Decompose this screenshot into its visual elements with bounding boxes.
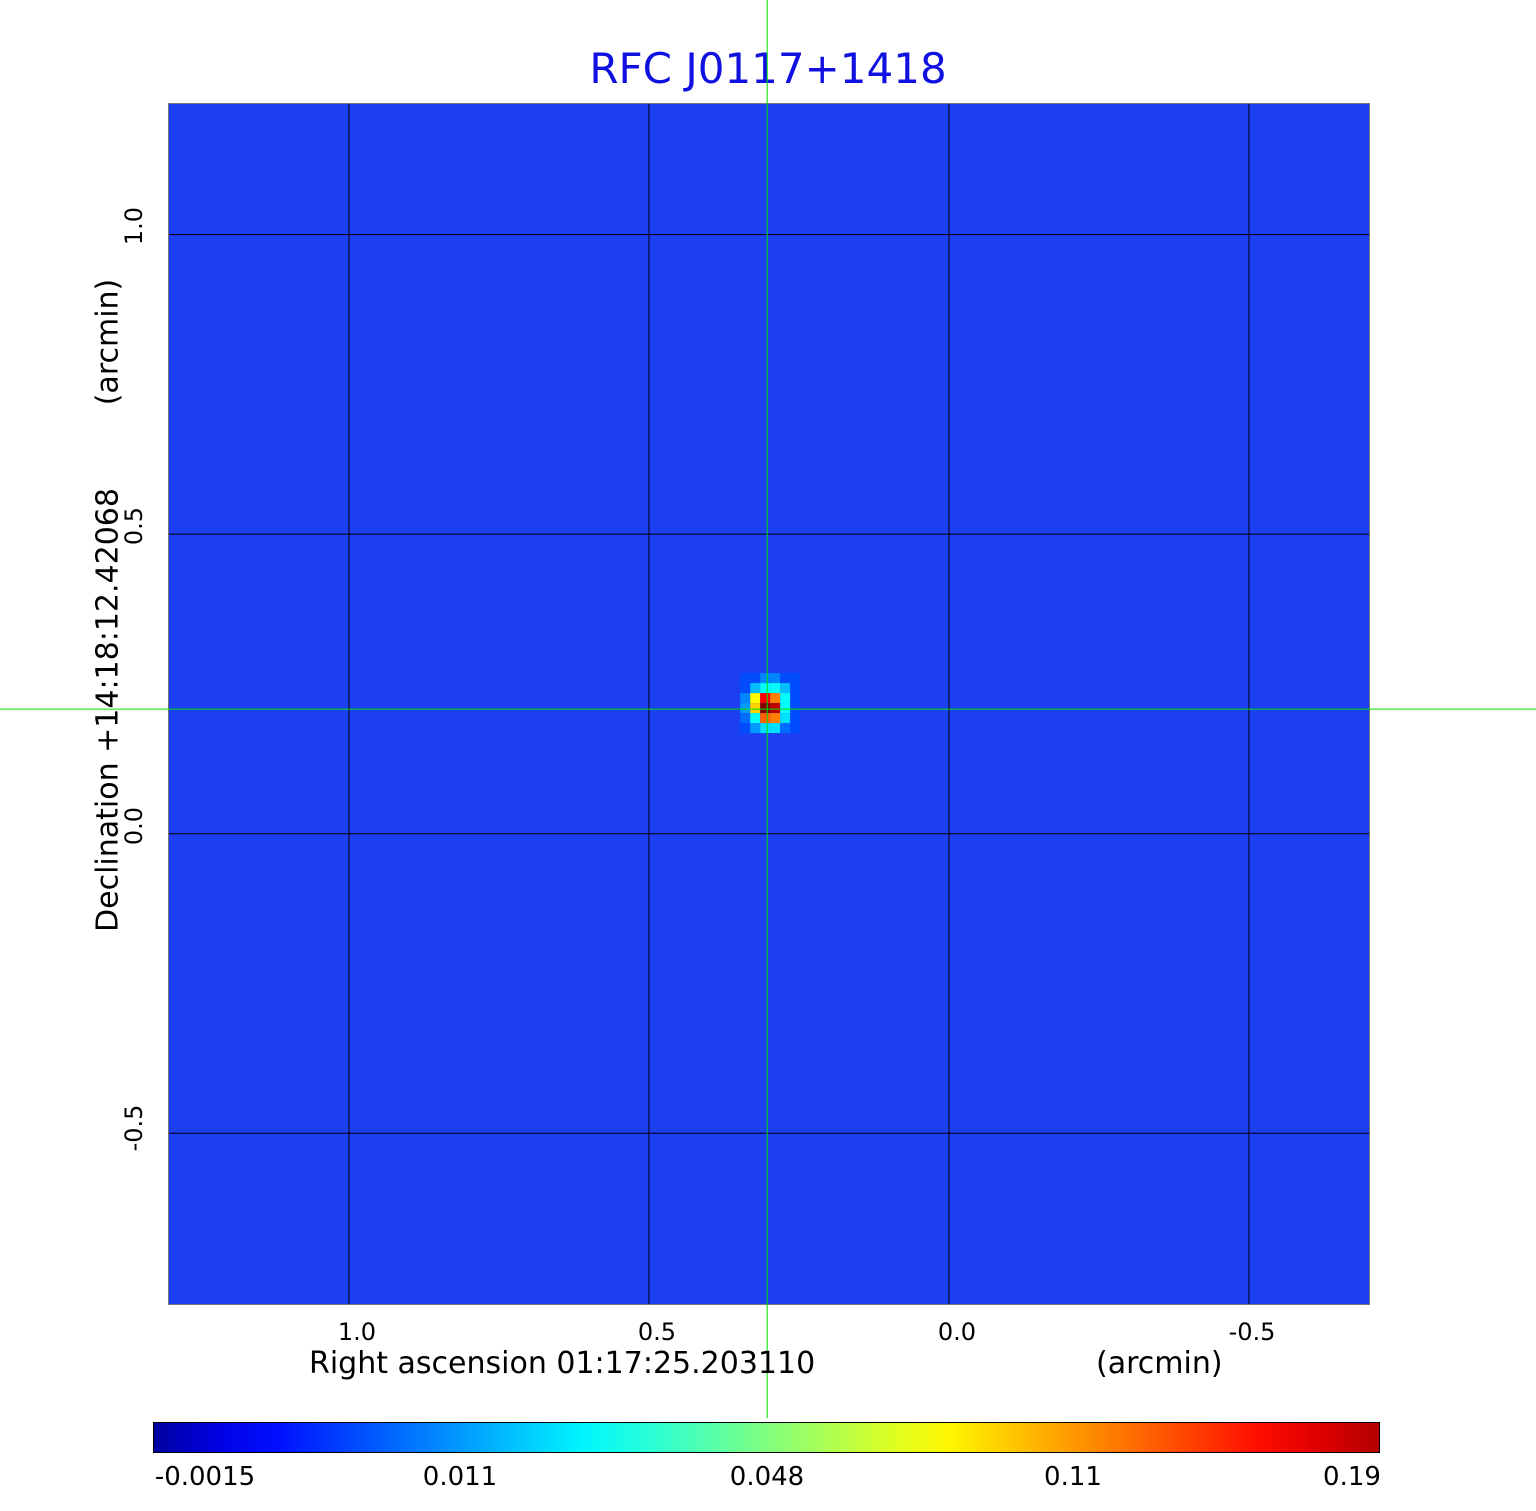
x-tick-label: 0.5 xyxy=(637,1318,677,1346)
source-pixel xyxy=(740,693,751,704)
image-plot-area[interactable] xyxy=(168,103,1370,1305)
y-tick-label: -0.5 xyxy=(120,1104,148,1152)
source-pixel xyxy=(760,713,771,724)
source-pixel xyxy=(790,703,801,714)
source-pixel xyxy=(780,713,791,724)
source-pixel xyxy=(780,683,791,694)
y-tick-label: 1.0 xyxy=(120,206,148,246)
source-pixel xyxy=(750,723,761,734)
source-pixel xyxy=(760,723,771,734)
source-pixel xyxy=(750,713,761,724)
source-pixel xyxy=(750,703,761,714)
colorbar-tick-label: -0.0015 xyxy=(154,1462,256,1492)
colorbar-tick-label: 0.11 xyxy=(1044,1462,1102,1492)
source-pixel xyxy=(760,693,771,704)
source-pixel xyxy=(770,693,781,704)
y-axis-label: Declination +14:18:12.42068 xyxy=(90,488,126,932)
source-pixel xyxy=(770,723,781,734)
source-pixel xyxy=(770,673,781,684)
image-svg xyxy=(169,104,1369,1304)
source-pixel xyxy=(740,703,751,714)
x-axis-unit: (arcmin) xyxy=(1096,1346,1223,1381)
source-pixel xyxy=(760,703,771,714)
source-pixel xyxy=(780,693,791,704)
source-pixel xyxy=(740,713,751,724)
source-pixel xyxy=(780,703,791,714)
source-pixel xyxy=(790,683,801,694)
colorbar xyxy=(153,1422,1380,1453)
x-tick-label: 0.0 xyxy=(937,1318,977,1346)
source-pixel xyxy=(760,673,771,684)
source-pixel xyxy=(790,713,801,724)
source-pixel xyxy=(780,673,791,684)
x-tick-label: 1.0 xyxy=(337,1318,377,1346)
source-pixel xyxy=(770,703,781,714)
source-pixel xyxy=(770,683,781,694)
source-pixel xyxy=(740,673,751,684)
source-pixel xyxy=(750,693,761,704)
source-pixel xyxy=(790,693,801,704)
colorbar-tick-label: 0.048 xyxy=(729,1462,805,1492)
source-pixel xyxy=(780,723,791,734)
source-pixel xyxy=(790,723,801,734)
source-pixel xyxy=(790,673,801,684)
source-pixel xyxy=(740,723,751,734)
y-axis-unit: (arcmin) xyxy=(90,278,126,406)
colorbar-tick-label: 0.19 xyxy=(1323,1462,1381,1492)
chart-title: RFC J0117+1418 xyxy=(589,44,947,93)
colorbar-tick-label: 0.011 xyxy=(422,1462,498,1492)
source-pixel xyxy=(740,683,751,694)
x-tick-label: -0.5 xyxy=(1228,1318,1276,1346)
x-axis-label: Right ascension 01:17:25.203110 xyxy=(309,1346,816,1381)
source-pixel xyxy=(770,713,781,724)
source-pixel xyxy=(750,673,761,684)
source-pixel xyxy=(760,683,771,694)
source-pixel xyxy=(750,683,761,694)
